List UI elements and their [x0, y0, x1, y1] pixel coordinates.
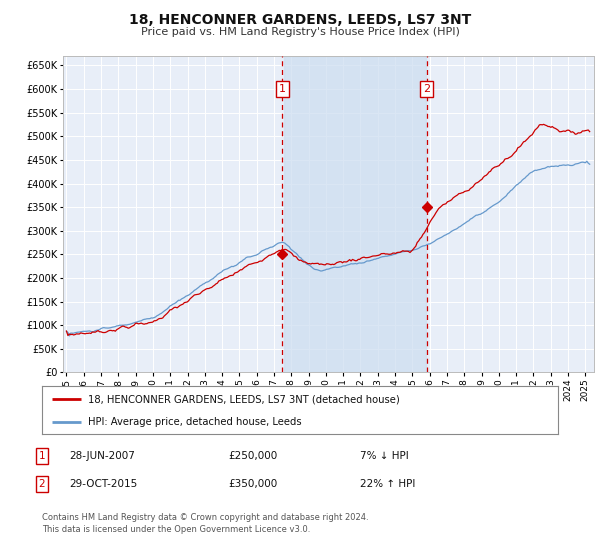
Text: 2: 2 — [423, 84, 430, 94]
Text: 18, HENCONNER GARDENS, LEEDS, LS7 3NT: 18, HENCONNER GARDENS, LEEDS, LS7 3NT — [129, 13, 471, 27]
Text: 29-OCT-2015: 29-OCT-2015 — [69, 479, 137, 489]
Text: 7% ↓ HPI: 7% ↓ HPI — [360, 451, 409, 461]
Text: £350,000: £350,000 — [228, 479, 277, 489]
Text: This data is licensed under the Open Government Licence v3.0.: This data is licensed under the Open Gov… — [42, 525, 310, 534]
Text: Contains HM Land Registry data © Crown copyright and database right 2024.: Contains HM Land Registry data © Crown c… — [42, 513, 368, 522]
Text: 2: 2 — [38, 479, 46, 489]
Text: HPI: Average price, detached house, Leeds: HPI: Average price, detached house, Leed… — [88, 417, 302, 427]
Text: 28-JUN-2007: 28-JUN-2007 — [69, 451, 135, 461]
Text: 1: 1 — [38, 451, 46, 461]
Text: Price paid vs. HM Land Registry's House Price Index (HPI): Price paid vs. HM Land Registry's House … — [140, 27, 460, 37]
Text: 1: 1 — [279, 84, 286, 94]
Text: 18, HENCONNER GARDENS, LEEDS, LS7 3NT (detached house): 18, HENCONNER GARDENS, LEEDS, LS7 3NT (d… — [88, 394, 400, 404]
Text: 22% ↑ HPI: 22% ↑ HPI — [360, 479, 415, 489]
Text: £250,000: £250,000 — [228, 451, 277, 461]
